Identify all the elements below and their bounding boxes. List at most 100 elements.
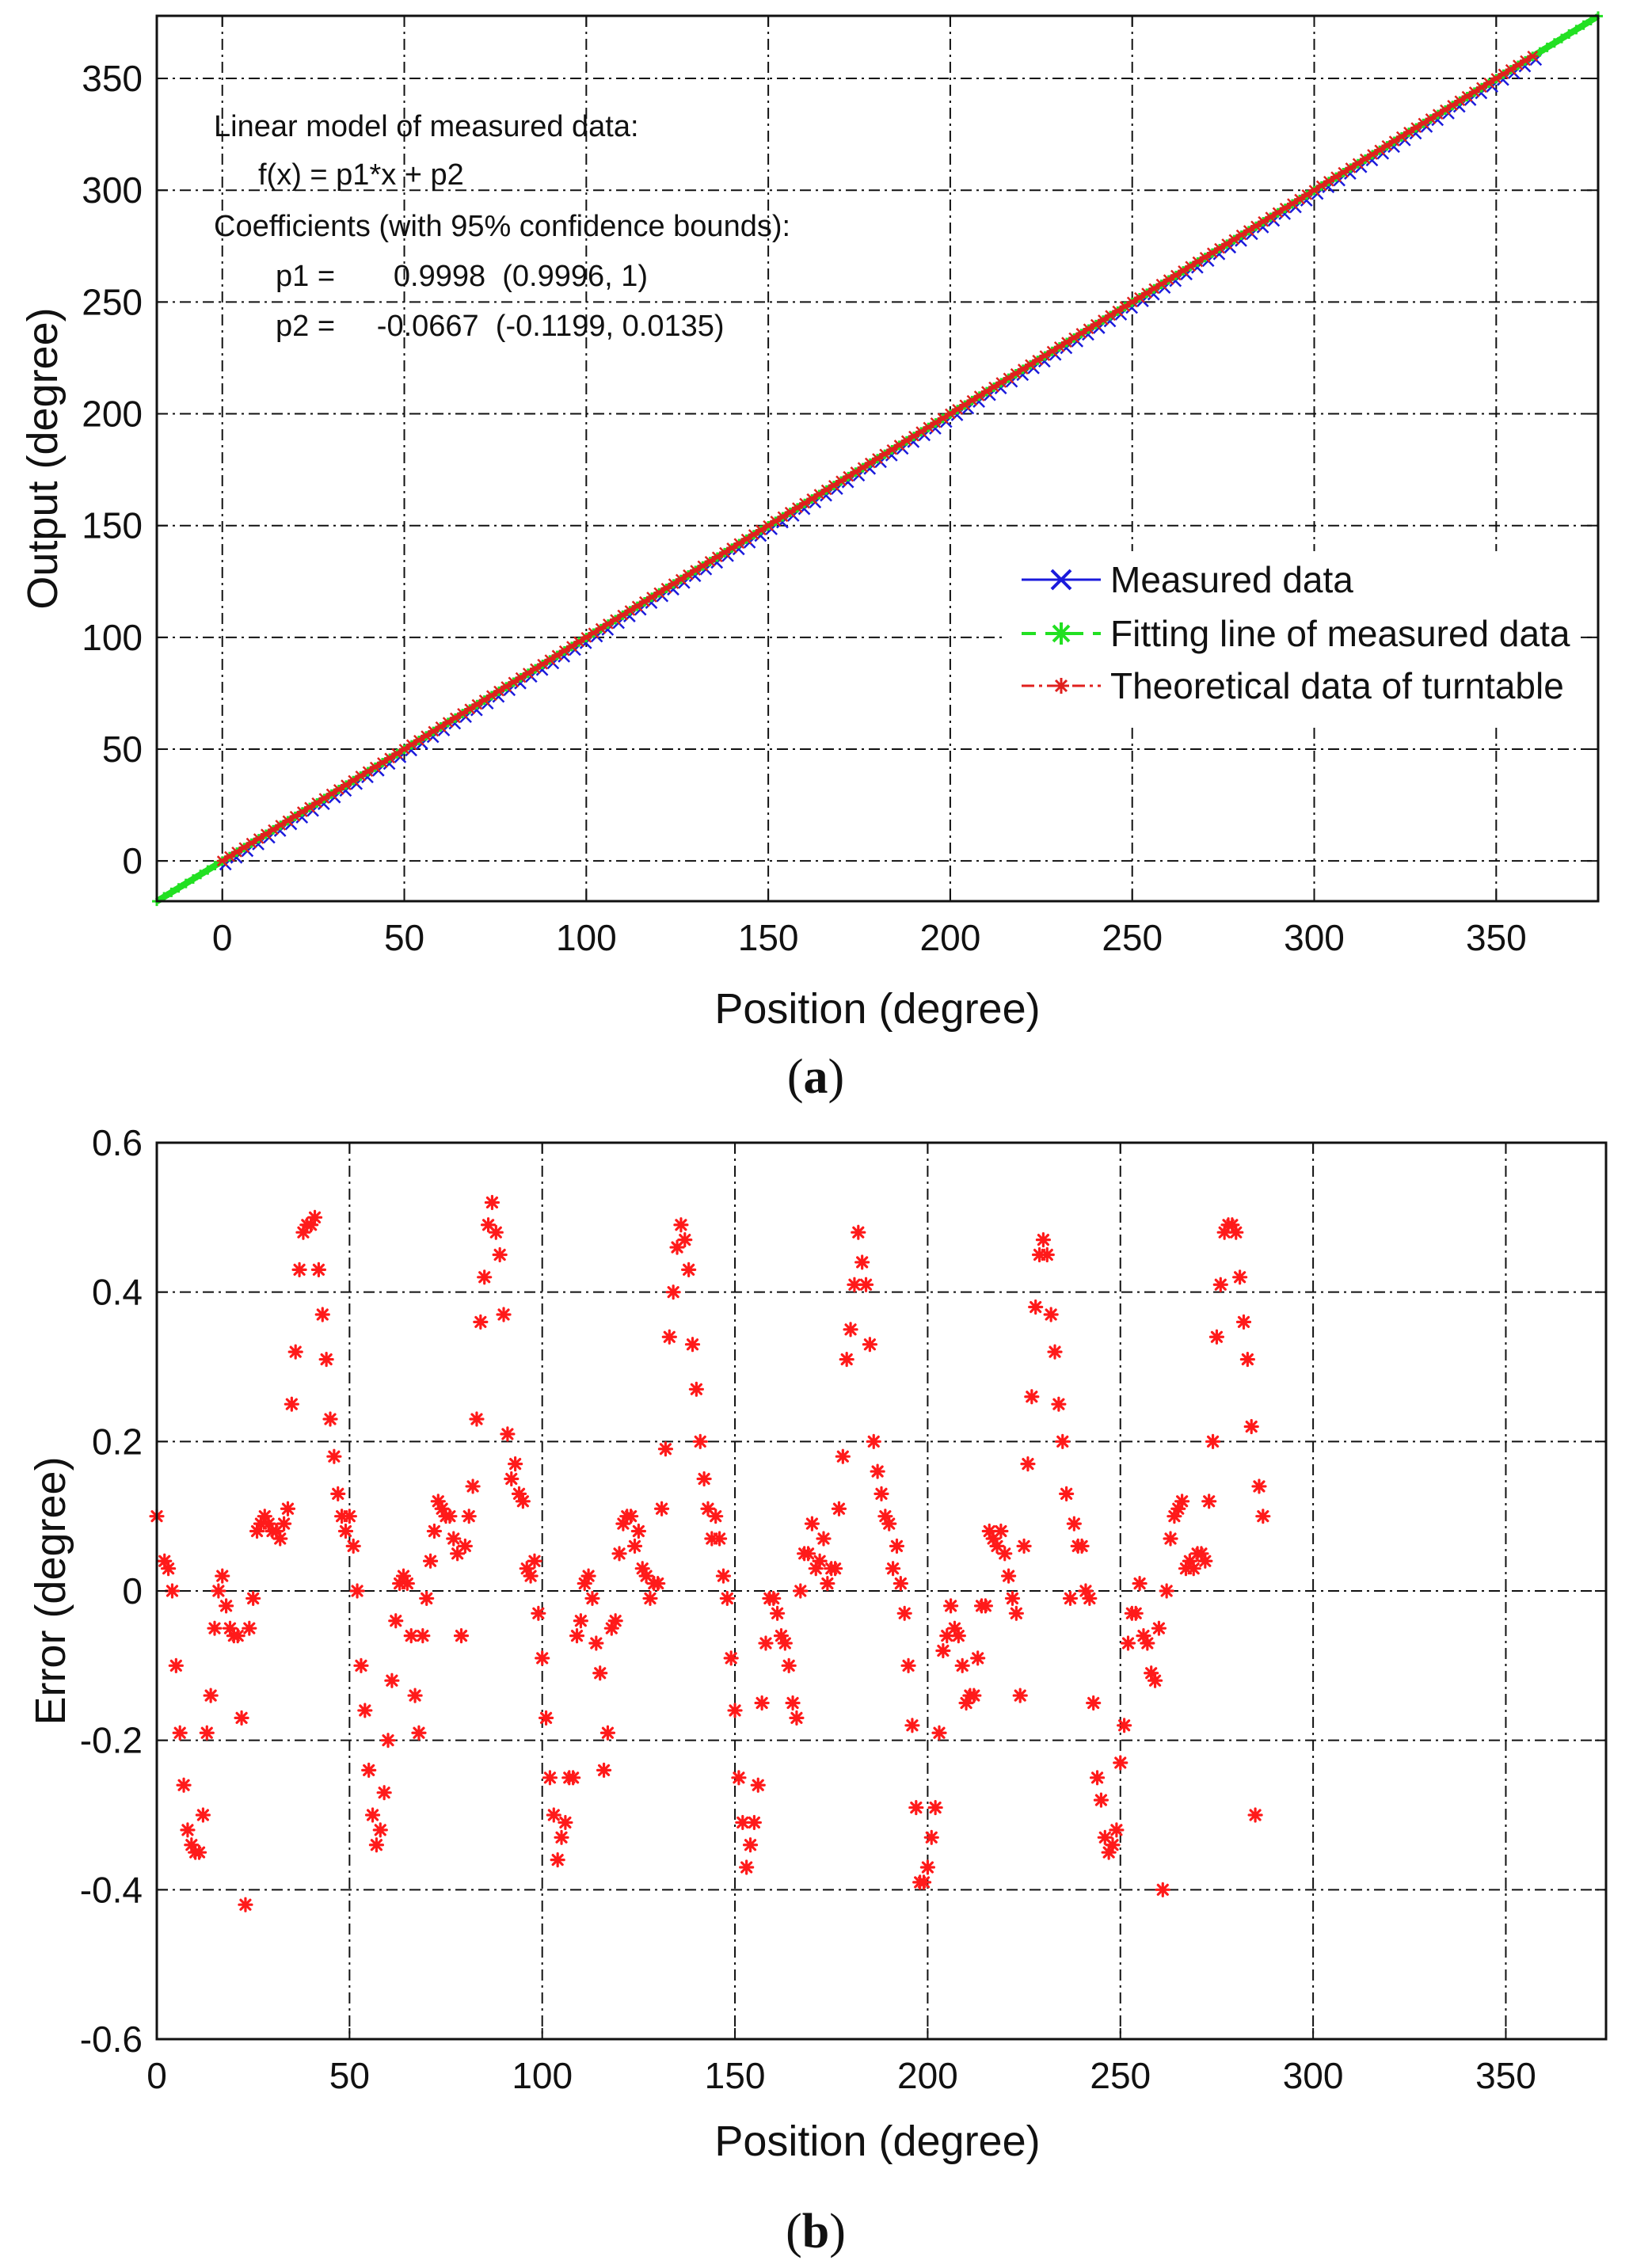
error-point <box>372 1822 388 1838</box>
error-point <box>180 1822 196 1838</box>
y-tick-label-b: -0.6 <box>80 2019 143 2060</box>
error-point <box>550 1852 565 1868</box>
x-tick-label-b: 200 <box>897 2055 958 2096</box>
error-point <box>630 1523 646 1539</box>
error-point <box>488 1224 504 1240</box>
error-point <box>862 1337 877 1353</box>
error-point <box>599 1725 616 1741</box>
error-point <box>477 1269 493 1285</box>
error-point <box>835 1448 851 1464</box>
error-point <box>927 1799 943 1816</box>
error-point <box>873 1486 889 1501</box>
panel-a-output-vs-position: 0 50 100 150 200 250 300 350 0 50 100 150 200 250 300… <box>19 11 1603 1104</box>
error-point <box>565 1770 581 1786</box>
x-tick-label-b: 50 <box>329 2055 370 2096</box>
error-point <box>1136 1628 1151 1644</box>
error-point <box>384 1672 400 1688</box>
error-point <box>419 1590 435 1607</box>
x-tick-label-b: 150 <box>705 2055 766 2096</box>
error-point <box>1147 1672 1163 1688</box>
error-point <box>376 1785 392 1801</box>
legend-entry-theoretical: Theoretical data of turntable <box>1022 665 1564 706</box>
error-point <box>519 1561 535 1577</box>
x-tick-label-b: 350 <box>1475 2055 1536 2096</box>
error-point <box>569 1628 585 1644</box>
x-ticks-a: 0 50 100 150 200 250 300 350 <box>212 16 1527 958</box>
error-point <box>1170 1501 1186 1516</box>
error-point <box>480 1217 497 1233</box>
error-point <box>415 1628 431 1644</box>
error-point <box>1239 1351 1255 1368</box>
error-point <box>1144 1665 1159 1681</box>
y-tick-label-a: 100 <box>82 617 143 658</box>
error-point <box>1132 1575 1148 1592</box>
error-point <box>1016 1538 1032 1554</box>
x-tick-label-a: 50 <box>384 917 424 958</box>
error-point <box>893 1575 908 1592</box>
y-tick-label-b: 0.2 <box>92 1421 143 1462</box>
error-point <box>711 1531 728 1547</box>
error-point <box>931 1725 947 1741</box>
error-point <box>858 1277 874 1292</box>
error-point <box>854 1254 870 1270</box>
error-point <box>508 1456 523 1472</box>
error-point <box>161 1561 177 1577</box>
error-point <box>164 1583 181 1599</box>
error-point <box>473 1314 489 1330</box>
error-point <box>885 1561 901 1577</box>
error-point <box>634 1561 650 1577</box>
error-point <box>615 1516 631 1532</box>
error-point <box>554 1829 569 1845</box>
error-point <box>950 1628 966 1644</box>
error-point <box>847 1277 862 1292</box>
error-point <box>222 1620 238 1636</box>
error-point <box>446 1531 462 1547</box>
error-point <box>777 1635 793 1651</box>
legend-entry-measured: Measured data <box>1022 559 1353 600</box>
x-ticks-b: 0 50 100 150 200 250 300 350 <box>147 1143 1536 2096</box>
legend-marker-star-green <box>1050 622 1072 645</box>
error-point <box>531 1605 546 1621</box>
error-point <box>758 1635 774 1651</box>
error-point <box>361 1762 377 1778</box>
error-point <box>184 1837 200 1853</box>
error-point <box>515 1494 531 1509</box>
x-tick-label-b: 300 <box>1283 2055 1344 2096</box>
error-point <box>742 1837 759 1853</box>
error-point <box>993 1523 1009 1539</box>
annotation-line-5: p2 = -0.0667 (-0.1199, 0.0135) <box>276 310 725 343</box>
error-point <box>954 1657 970 1673</box>
x-tick-label-a: 100 <box>556 917 617 958</box>
error-point <box>997 1546 1013 1562</box>
error-point <box>306 1209 323 1225</box>
error-point <box>866 1433 881 1449</box>
error-point <box>1212 1277 1228 1292</box>
error-point <box>981 1523 997 1539</box>
legend-entry-fitting: Fitting line of measured data <box>1022 613 1570 654</box>
error-point <box>688 1381 704 1397</box>
error-point <box>546 1807 561 1823</box>
error-point <box>1251 1478 1267 1494</box>
error-point <box>1243 1418 1259 1435</box>
error-point <box>411 1725 427 1741</box>
error-point <box>1255 1509 1271 1524</box>
error-point <box>538 1710 554 1726</box>
legend-label-fitting: Fitting line of measured data <box>1110 613 1570 654</box>
error-point <box>626 1538 643 1554</box>
error-point <box>1140 1635 1155 1651</box>
error-point <box>242 1620 257 1636</box>
error-point <box>1097 1829 1113 1845</box>
error-point <box>1163 1531 1178 1547</box>
error-point <box>896 1605 912 1621</box>
error-point <box>723 1650 739 1666</box>
series-theoretical-markers <box>216 50 1539 867</box>
error-point <box>1074 1538 1090 1554</box>
y-tick-label-b: -0.2 <box>80 1720 143 1761</box>
error-point <box>650 1575 666 1592</box>
panel-label-a: (a) <box>787 1050 844 1104</box>
error-point <box>1247 1807 1263 1823</box>
error-point <box>750 1777 766 1793</box>
error-point <box>511 1486 527 1501</box>
error-point <box>450 1546 466 1562</box>
error-point <box>1155 1882 1170 1897</box>
